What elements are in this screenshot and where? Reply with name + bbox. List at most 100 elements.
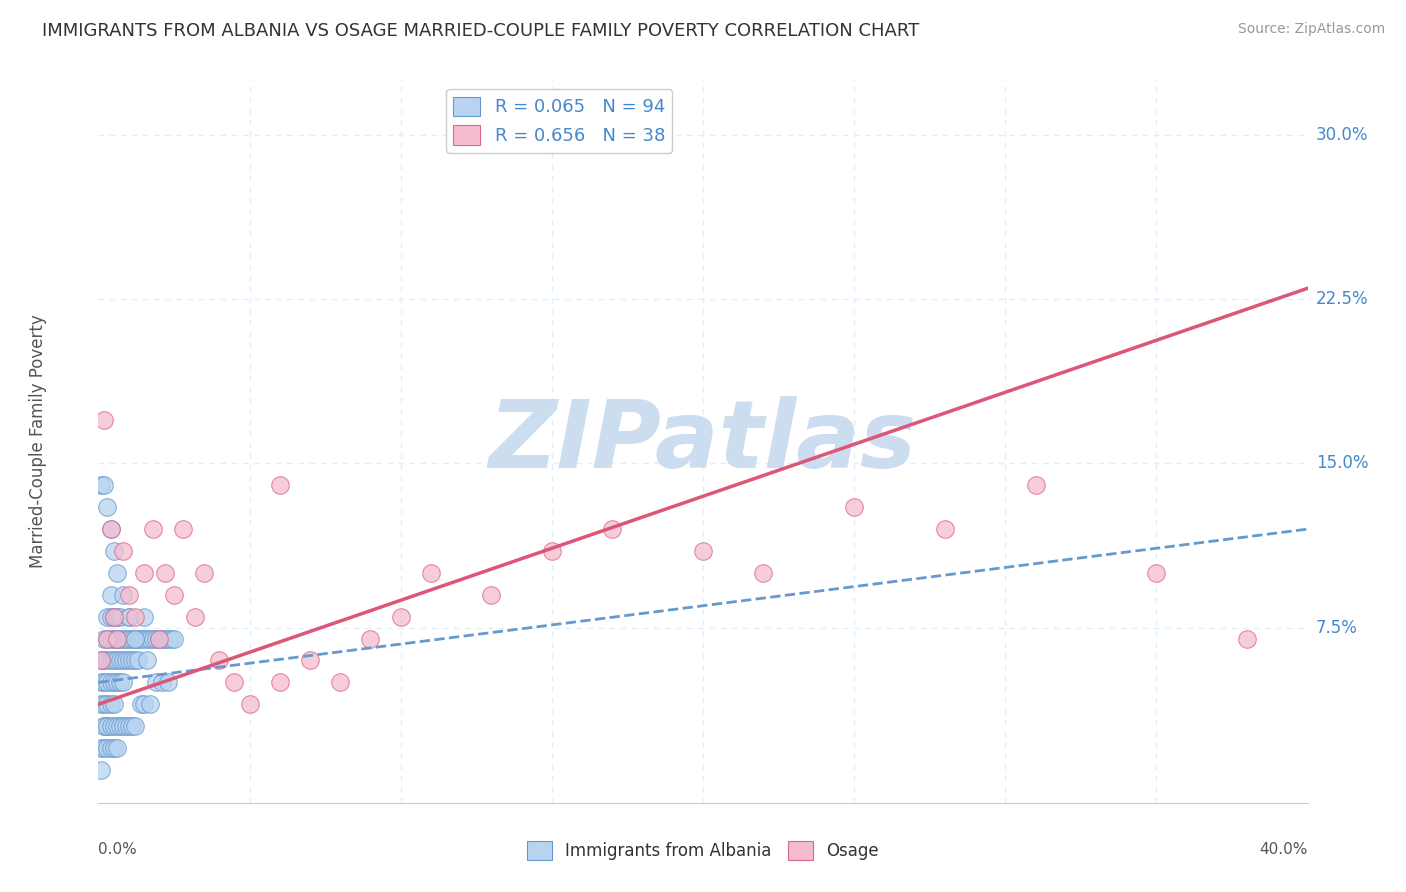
- Point: [752, 566, 775, 580]
- Point: [96, 500, 118, 515]
- Text: 40.0%: 40.0%: [1260, 842, 1308, 856]
- Point: [100, 675, 122, 690]
- Point: [124, 632, 146, 646]
- Point: [1144, 566, 1167, 580]
- Point: [100, 719, 122, 733]
- Point: [111, 653, 134, 667]
- Point: [105, 566, 128, 580]
- Point: [269, 478, 291, 492]
- Point: [96, 609, 118, 624]
- Point: [129, 698, 152, 712]
- Point: [132, 698, 155, 712]
- Point: [90, 675, 112, 690]
- Point: [96, 741, 118, 756]
- Point: [105, 632, 128, 646]
- Point: [93, 719, 115, 733]
- Point: [129, 632, 152, 646]
- Point: [100, 741, 122, 756]
- Point: [90, 741, 112, 756]
- Point: [100, 698, 122, 712]
- Point: [132, 632, 155, 646]
- Point: [111, 588, 134, 602]
- Point: [135, 632, 157, 646]
- Point: [96, 653, 118, 667]
- Point: [420, 566, 443, 580]
- Point: [163, 588, 186, 602]
- Point: [540, 544, 562, 558]
- Point: [108, 609, 131, 624]
- Point: [150, 632, 173, 646]
- Point: [108, 719, 131, 733]
- Point: [145, 632, 167, 646]
- Point: [139, 632, 162, 646]
- Point: [121, 632, 143, 646]
- Point: [93, 719, 115, 733]
- Point: [105, 741, 128, 756]
- Point: [602, 522, 624, 536]
- Point: [1024, 478, 1046, 492]
- Point: [184, 609, 207, 624]
- Point: [208, 653, 231, 667]
- Text: 15.0%: 15.0%: [1316, 454, 1368, 473]
- Text: Source: ZipAtlas.com: Source: ZipAtlas.com: [1237, 22, 1385, 37]
- Point: [111, 675, 134, 690]
- Point: [692, 544, 714, 558]
- Point: [103, 675, 125, 690]
- Point: [111, 632, 134, 646]
- Point: [100, 522, 122, 536]
- Point: [132, 566, 155, 580]
- Point: [90, 763, 112, 777]
- Point: [105, 609, 128, 624]
- Point: [93, 653, 115, 667]
- Point: [100, 632, 122, 646]
- Point: [118, 609, 141, 624]
- Point: [118, 609, 141, 624]
- Point: [389, 609, 412, 624]
- Point: [156, 675, 179, 690]
- Point: [105, 653, 128, 667]
- Point: [124, 719, 146, 733]
- Point: [93, 412, 115, 426]
- Point: [93, 675, 115, 690]
- Point: [103, 741, 125, 756]
- Point: [934, 522, 956, 536]
- Point: [127, 632, 149, 646]
- Point: [96, 698, 118, 712]
- Point: [100, 653, 122, 667]
- Point: [108, 653, 131, 667]
- Point: [135, 653, 157, 667]
- Point: [100, 588, 122, 602]
- Text: 30.0%: 30.0%: [1316, 126, 1368, 144]
- Point: [118, 588, 141, 602]
- Point: [118, 719, 141, 733]
- Point: [111, 544, 134, 558]
- Text: 7.5%: 7.5%: [1316, 619, 1358, 637]
- Point: [156, 632, 179, 646]
- Point: [90, 698, 112, 712]
- Point: [103, 544, 125, 558]
- Point: [118, 653, 141, 667]
- Point: [96, 719, 118, 733]
- Point: [193, 566, 215, 580]
- Point: [114, 632, 136, 646]
- Point: [360, 632, 382, 646]
- Point: [93, 698, 115, 712]
- Point: [114, 653, 136, 667]
- Text: IMMIGRANTS FROM ALBANIA VS OSAGE MARRIED-COUPLE FAMILY POVERTY CORRELATION CHART: IMMIGRANTS FROM ALBANIA VS OSAGE MARRIED…: [42, 22, 920, 40]
- Text: 0.0%: 0.0%: [98, 842, 138, 856]
- Point: [124, 653, 146, 667]
- Point: [481, 588, 503, 602]
- Point: [153, 632, 176, 646]
- Point: [103, 698, 125, 712]
- Point: [105, 719, 128, 733]
- Point: [96, 632, 118, 646]
- Point: [93, 741, 115, 756]
- Text: 22.5%: 22.5%: [1316, 290, 1368, 309]
- Point: [100, 609, 122, 624]
- Point: [96, 632, 118, 646]
- Point: [111, 719, 134, 733]
- Point: [299, 653, 322, 667]
- Point: [103, 719, 125, 733]
- Point: [96, 675, 118, 690]
- Point: [103, 632, 125, 646]
